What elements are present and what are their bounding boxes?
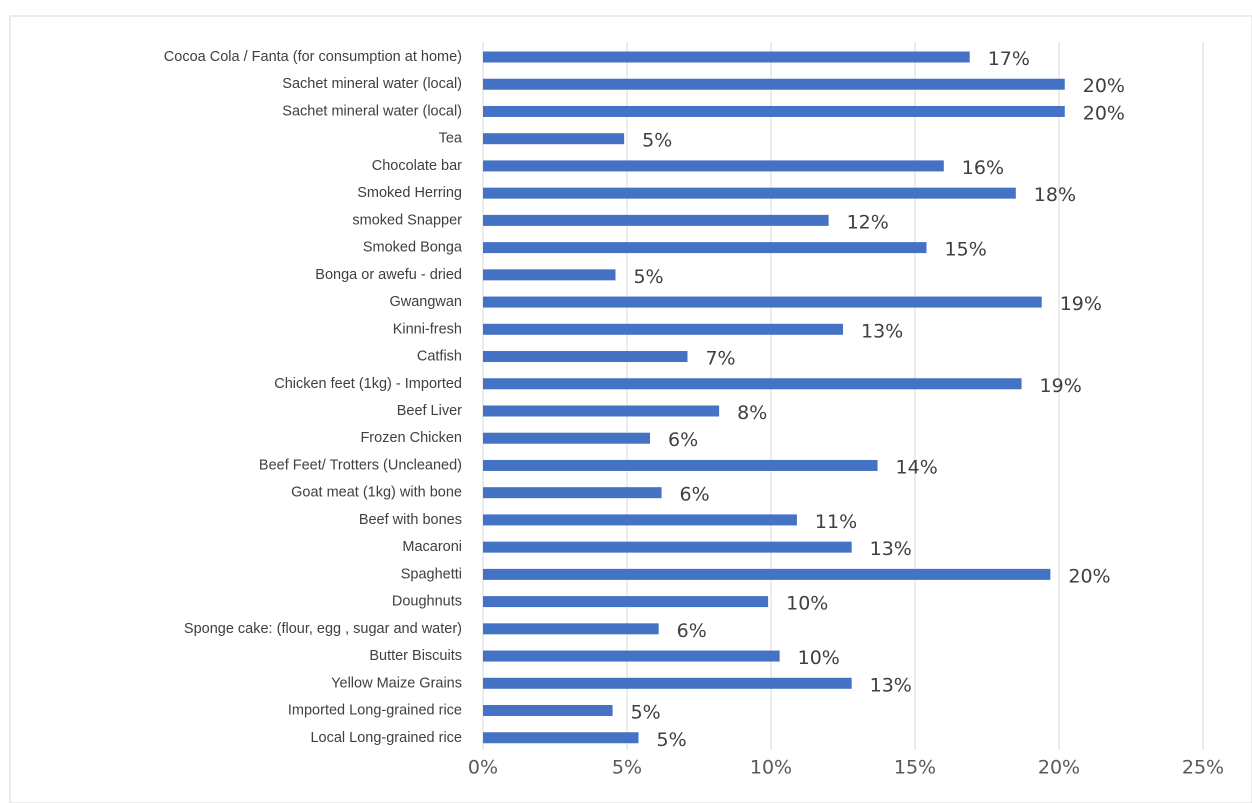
bar [483,705,613,717]
x-tick-label: 20% [1038,757,1080,779]
data-label: 10% [786,593,828,615]
x-tick-label: 0% [468,757,498,779]
data-labels: 17% 20% 20% 5% 16% 18% 12% 15% 5% 19% 13% 7% 19% 8% 6%… [631,48,1125,751]
bar [483,677,852,689]
x-tick-label: 15% [894,757,936,779]
x-tick-label: 5% [612,757,642,779]
data-label: 12% [847,211,889,233]
bar [483,405,720,417]
data-label: 20% [1083,102,1125,124]
data-label: 13% [861,320,903,342]
bar [483,296,1042,308]
data-label: 5% [633,266,663,288]
bar [483,541,852,553]
category-label: Beef with bones [359,512,462,528]
category-label: Imported Long-grained rice [288,703,462,719]
category-label: Bonga or awefu - dried [315,267,462,283]
bar [483,214,829,226]
category-label: Tea [439,131,463,147]
bar [483,732,639,744]
bar [483,133,625,145]
category-labels: Cocoa Cola / Fanta (for consumption at h… [164,49,463,746]
category-label: Macaroni [402,539,462,555]
data-label: 7% [705,348,735,370]
bar [483,650,780,662]
bar [483,487,662,499]
bar [483,351,688,363]
data-label: 14% [896,456,938,478]
data-label: 5% [657,729,687,751]
bar [483,160,944,172]
bar [483,51,970,63]
data-label: 6% [680,484,710,506]
bar [483,187,1016,199]
category-label: Doughnuts [392,594,462,610]
category-label: Smoked Herring [357,185,462,201]
data-label: 18% [1034,184,1076,206]
bar [483,78,1065,90]
data-label: 11% [815,511,857,533]
bar [483,269,616,281]
data-label: 6% [677,620,707,642]
data-label: 15% [945,239,987,261]
category-label: Cocoa Cola / Fanta (for consumption at h… [164,49,462,65]
bar [483,623,659,635]
data-label: 5% [631,702,661,724]
bar [483,432,651,444]
category-label: Spaghetti [401,566,462,582]
data-label: 8% [737,402,767,424]
gridlines [482,42,1204,750]
bar [483,568,1051,580]
category-label: Beef Liver [397,403,462,419]
data-label: 17% [988,48,1030,70]
category-label: Yellow Maize Grains [331,675,462,691]
x-tick-label: 10% [750,757,792,779]
data-label: 13% [870,538,912,560]
category-label: Chocolate bar [372,158,462,174]
category-label: Local Long-grained rice [310,730,462,746]
x-axis-tick-labels: 0% 5% 10% 15% 20% 25% [468,757,1224,779]
category-label: Catfish [417,349,462,365]
category-label: Kinni-fresh [393,321,462,337]
category-label: Chicken feet (1kg) - Imported [274,376,462,392]
category-label: Sachet mineral water (local) [282,76,462,92]
data-label: 5% [642,130,672,152]
category-label: Gwangwan [389,294,462,310]
bar [483,459,878,471]
category-label: Goat meat (1kg) with bone [291,485,462,501]
category-label: Butter Biscuits [369,648,462,664]
chart-border [9,15,1252,803]
category-label: Frozen Chicken [360,430,462,446]
bar [483,378,1022,390]
category-label: Sachet mineral water (local) [282,103,462,119]
category-label: Smoked Bonga [363,240,463,256]
data-label: 19% [1040,375,1082,397]
bar [483,242,927,254]
bar [483,514,797,526]
data-label: 6% [668,429,698,451]
bar [483,323,843,335]
data-label: 16% [962,157,1004,179]
category-label: Sponge cake: (flour, egg , sugar and wat… [184,621,462,637]
data-label: 20% [1068,565,1110,587]
bar [483,105,1065,117]
data-label: 13% [870,674,912,696]
data-label: 10% [798,647,840,669]
category-label: smoked Snapper [352,212,462,228]
x-tick-label: 25% [1182,757,1224,779]
data-label: 19% [1060,293,1102,315]
data-label: 20% [1083,75,1125,97]
bar [483,596,769,608]
category-label: Beef Feet/ Trotters (Uncleaned) [259,457,462,473]
bars [483,51,1065,744]
